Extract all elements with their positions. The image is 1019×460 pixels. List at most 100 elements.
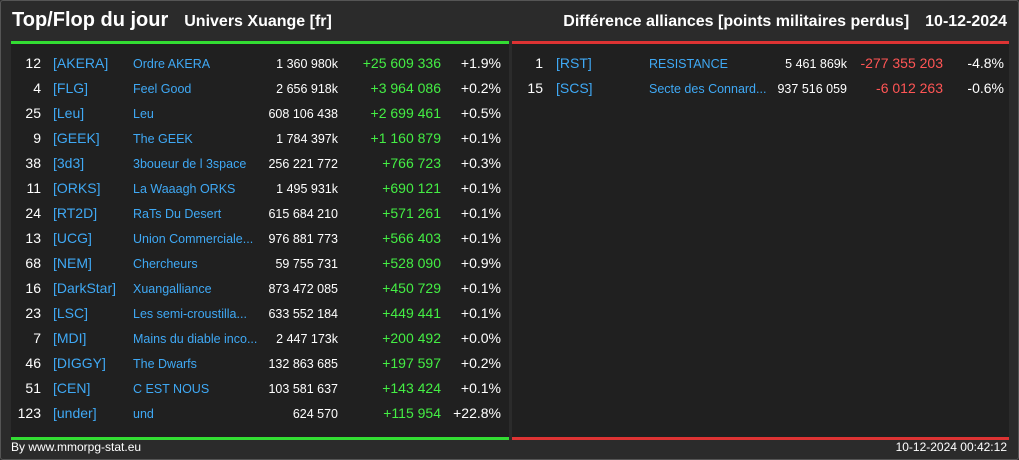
difference-cell: +143 424	[382, 380, 441, 396]
difference-cell: +566 403	[382, 230, 441, 246]
difference-cell: +2 699 461	[370, 105, 441, 121]
alliance-tag-link[interactable]: [ORKS]	[53, 180, 101, 196]
alliance-name-link[interactable]: La Waaagh ORKS	[133, 182, 236, 196]
table-row: 11 [ORKS] La Waaagh ORKS 1 495 931k +690 121…	[11, 176, 509, 201]
percent-cell: +0.2%	[460, 80, 501, 96]
alliance-tag-link[interactable]: [NEM]	[53, 255, 92, 271]
footer-source: By www.mmorpg-stat.eu	[11, 440, 142, 454]
total-points-cell: 1 784 397k	[276, 132, 338, 146]
page-title: Top/Flop du jour	[12, 9, 169, 31]
difference-cell: +528 090	[382, 255, 441, 271]
alliance-tag-link[interactable]: [LSC]	[53, 305, 89, 321]
alliance-name-link[interactable]: und	[133, 407, 154, 421]
difference-cell: +197 597	[382, 355, 441, 371]
difference-cell: +690 121	[382, 180, 441, 196]
percent-cell: -0.6%	[967, 80, 1004, 96]
table-row: 46 [DIGGY] The Dwarfs 132 863 685 +197 597 +0…	[11, 351, 509, 376]
difference-cell: +200 492	[382, 330, 441, 346]
table-row: 1 [RST] RESISTANCE 5 461 869k -277 355 203 -4…	[512, 51, 1009, 76]
percent-cell: +0.1%	[460, 305, 501, 321]
alliance-tag-link[interactable]: [under]	[53, 405, 97, 421]
total-points-cell: 1 495 931k	[276, 182, 338, 196]
difference-cell: +115 954	[383, 405, 441, 421]
alliance-tag-link[interactable]: [AKERA]	[53, 55, 109, 71]
rank-cell: 15	[527, 80, 543, 96]
table-row: 23 [LSC] Les semi-croustilla... 633 552 184…	[11, 301, 509, 326]
alliance-name-link[interactable]: Secte des Connard...	[649, 82, 767, 96]
rank-cell: 7	[33, 330, 41, 346]
alliance-name-link[interactable]: C EST NOUS	[133, 382, 210, 396]
alliance-name-link[interactable]: Les semi-croustilla...	[133, 307, 247, 321]
table-row: 9 [GEEK] The GEEK 1 784 397k +1 160 879 +0.1%	[11, 126, 509, 151]
difference-cell: +450 729	[382, 280, 441, 296]
rank-cell: 12	[25, 55, 41, 71]
rank-cell: 123	[17, 405, 41, 421]
table-row: 12 [AKERA] Ordre AKERA 1 360 980k +25 609 33…	[11, 51, 509, 76]
difference-cell: +25 609 336	[362, 55, 441, 71]
alliance-tag-link[interactable]: [RST]	[556, 55, 592, 71]
metric-label: Différence alliances [points militaires …	[563, 13, 910, 30]
table-row: 15 [SCS] Secte des Connard... 937 516 059 -6…	[512, 76, 1009, 101]
alliance-tag-link[interactable]: [RT2D]	[53, 205, 98, 221]
percent-cell: +1.9%	[460, 55, 501, 71]
alliance-tag-link[interactable]: [FLG]	[53, 80, 89, 96]
percent-cell: +0.1%	[460, 280, 501, 296]
rank-cell: 1	[535, 55, 543, 71]
rank-cell: 23	[25, 305, 41, 321]
table-row: 25 [Leu] Leu 608 106 438 +2 699 461 +0.5%	[11, 101, 509, 126]
total-points-cell: 1 360 980k	[276, 57, 338, 71]
rank-cell: 51	[25, 380, 41, 396]
difference-cell: +571 261	[382, 205, 441, 221]
table-row: 16 [DarkStar] Xuangalliance 873 472 085 +450…	[11, 276, 509, 301]
alliance-name-link[interactable]: Feel Good	[133, 82, 192, 96]
total-points-cell: 615 684 210	[268, 207, 338, 221]
header-date: 10-12-2024	[925, 13, 1007, 30]
percent-cell: +0.2%	[460, 355, 501, 371]
alliance-name-link[interactable]: Xuangalliance	[133, 282, 212, 296]
difference-cell: +1 160 879	[370, 130, 441, 146]
percent-cell: +0.9%	[460, 255, 501, 271]
alliance-tag-link[interactable]: [Leu]	[53, 105, 85, 121]
alliance-name-link[interactable]: 3boueur de l 3space	[133, 157, 247, 171]
alliance-name-link[interactable]: Ordre AKERA	[133, 57, 211, 71]
alliance-tag-link[interactable]: [DIGGY]	[53, 355, 106, 371]
rank-cell: 9	[33, 130, 41, 146]
percent-cell: +0.1%	[460, 380, 501, 396]
table-row: 24 [RT2D] RaTs Du Desert 615 684 210 +571 26…	[11, 201, 509, 226]
table-row: 68 [NEM] Chercheurs 59 755 731 +528 090 +0.9%	[11, 251, 509, 276]
rank-cell: 38	[25, 155, 41, 171]
alliance-name-link[interactable]: The Dwarfs	[133, 357, 197, 371]
flop-panel: 1 [RST] RESISTANCE 5 461 869k -277 355 203 -4…	[512, 41, 1009, 440]
alliance-name-link[interactable]: The GEEK	[133, 132, 193, 146]
alliance-name-link[interactable]: Union Commerciale...	[133, 232, 254, 246]
percent-cell: +0.5%	[460, 105, 501, 121]
percent-cell: -4.8%	[967, 55, 1004, 71]
total-points-cell: 873 472 085	[268, 282, 338, 296]
alliance-name-link[interactable]: Leu	[133, 107, 154, 121]
alliance-name-link[interactable]: Chercheurs	[133, 257, 198, 271]
total-points-cell: 256 221 772	[268, 157, 338, 171]
total-points-cell: 59 755 731	[275, 257, 338, 271]
rank-cell: 24	[25, 205, 41, 221]
alliance-tag-link[interactable]: [GEEK]	[53, 130, 100, 146]
alliance-name-link[interactable]: RaTs Du Desert	[133, 207, 222, 221]
alliance-tag-link[interactable]: [MDI]	[53, 330, 87, 346]
total-points-cell: 2 656 918k	[276, 82, 338, 96]
alliance-tag-link[interactable]: [DarkStar]	[53, 280, 117, 296]
table-row: 38 [3d3] 3boueur de l 3space 256 221 772 +76…	[11, 151, 509, 176]
alliance-tag-link[interactable]: [SCS]	[556, 80, 593, 96]
alliance-name-link[interactable]: RESISTANCE	[649, 57, 728, 71]
total-points-cell: 103 581 637	[268, 382, 338, 396]
alliance-tag-link[interactable]: [CEN]	[53, 380, 91, 396]
percent-cell: +0.1%	[460, 205, 501, 221]
header: Top/Flop du jour Univers Xuange [fr] Dif…	[12, 9, 1007, 35]
difference-cell: +449 441	[382, 305, 441, 321]
percent-cell: +0.0%	[460, 330, 501, 346]
alliance-name-link[interactable]: Mains du diable inco...	[133, 332, 258, 346]
top-panel: 12 [AKERA] Ordre AKERA 1 360 980k +25 609 33…	[11, 41, 509, 440]
alliance-tag-link[interactable]: [3d3]	[53, 155, 85, 171]
alliance-tag-link[interactable]: [UCG]	[53, 230, 92, 246]
rank-cell: 16	[25, 280, 41, 296]
difference-cell: -6 012 263	[876, 80, 943, 96]
